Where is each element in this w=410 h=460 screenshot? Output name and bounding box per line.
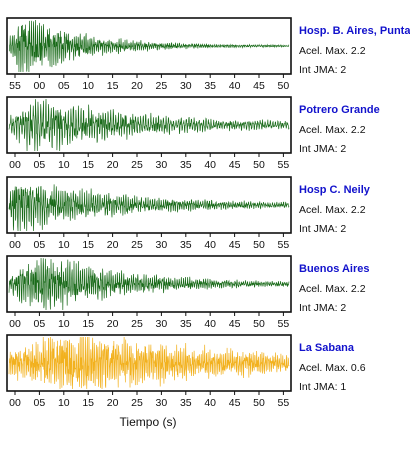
station-name: Hosp. B. Aires, Puntare	[299, 25, 410, 37]
x-tick-label: 20	[107, 159, 119, 171]
x-tick-label: 45	[229, 397, 241, 409]
panel-frame	[6, 255, 292, 313]
waveform-series	[8, 257, 290, 311]
x-tick-label: 10	[58, 159, 70, 171]
x-tick-label: 55	[278, 239, 290, 251]
panel-frame	[6, 334, 292, 392]
station-name: Potrero Grande	[299, 104, 380, 116]
x-tick-label: 40	[204, 318, 216, 330]
x-tick-label: 40	[204, 397, 216, 409]
x-tick-label: 15	[82, 239, 94, 251]
max-acceleration-label: Acel. Max. 2.2	[299, 283, 366, 295]
x-tick-label: 20	[107, 397, 119, 409]
max-acceleration-label: Acel. Max. 0.6	[299, 362, 366, 374]
x-tick-label: 40	[229, 80, 241, 92]
x-tick-label: 55	[278, 318, 290, 330]
x-tick-label: 50	[253, 159, 265, 171]
x-tick-label: 30	[156, 239, 168, 251]
jma-intensity-label: Int JMA: 2	[299, 302, 346, 314]
station-name: Buenos Aires	[299, 263, 370, 275]
x-tick-label: 30	[156, 318, 168, 330]
x-tick-label: 15	[107, 80, 119, 92]
x-tick-label: 05	[34, 239, 46, 251]
x-tick-label: 30	[156, 397, 168, 409]
station-name: La Sabana	[299, 342, 355, 354]
x-tick-label: 00	[34, 80, 46, 92]
x-tick-label: 20	[107, 318, 119, 330]
panel-4: 00 05 10 15 20 25 30 35 40 45 50 55 Buenos Aires Acel…	[6, 255, 370, 330]
x-tick-label: 15	[82, 318, 94, 330]
x-tick-label: 05	[58, 80, 70, 92]
x-tick-label: 25	[131, 318, 143, 330]
x-tick-label: 00	[9, 239, 21, 251]
x-tick-label: 10	[58, 318, 70, 330]
x-tick-label: 20	[131, 80, 143, 92]
x-tick-label: 30	[180, 80, 192, 92]
x-tick-label: 05	[34, 159, 46, 171]
x-tick-label: 35	[180, 318, 192, 330]
x-tick-label: 05	[34, 318, 46, 330]
x-tick-label: 00	[9, 318, 21, 330]
max-acceleration-label: Acel. Max. 2.2	[299, 124, 366, 136]
x-tick-label: 45	[229, 239, 241, 251]
x-tick-label: 25	[131, 239, 143, 251]
x-tick-label: 10	[58, 239, 70, 251]
x-tick-label: 35	[180, 159, 192, 171]
max-acceleration-label: Acel. Max. 2.2	[299, 45, 366, 57]
jma-intensity-label: Int JMA: 1	[299, 381, 346, 393]
panel-3: 00 05 10 15 20 25 30 35 40 45 50 55 Hosp C. Neily Ace…	[6, 176, 371, 251]
waveform-series	[8, 19, 290, 73]
panel-5: 00 05 10 15 20 25 30 35 40 45 50 55 La Sabana Acel. M…	[6, 334, 366, 409]
station-name: Hosp C. Neily	[299, 184, 371, 196]
panel-2: 00 05 10 15 20 25 30 35 40 45 50 55 Potrero Grande Ac…	[6, 96, 380, 171]
x-tick-label: 55	[278, 397, 290, 409]
x-tick-label: 55	[278, 159, 290, 171]
panel-frame	[6, 96, 292, 154]
x-tick-label: 25	[156, 80, 168, 92]
x-tick-label: 25	[131, 159, 143, 171]
x-axis-label: Tiempo (s)	[120, 415, 177, 429]
panel-frame	[6, 17, 292, 75]
x-tick-label: 35	[204, 80, 216, 92]
x-tick-label: 10	[82, 80, 94, 92]
max-acceleration-label: Acel. Max. 2.2	[299, 204, 366, 216]
x-tick-label: 40	[204, 159, 216, 171]
x-tick-label: 50	[253, 239, 265, 251]
panel-frame	[6, 176, 292, 234]
x-tick-label: 15	[82, 397, 94, 409]
x-tick-label: 45	[229, 318, 241, 330]
x-tick-label: 35	[180, 397, 192, 409]
x-tick-label: 50	[278, 80, 290, 92]
waveform-series	[8, 98, 290, 152]
x-tick-label: 15	[82, 159, 94, 171]
panel-1: 55 00 05 10 15 20 25 30 35 40 45 50 Hosp. B. Aires, …	[6, 17, 410, 92]
x-tick-label: 50	[253, 318, 265, 330]
x-tick-label: 45	[253, 80, 265, 92]
x-tick-label: 40	[204, 239, 216, 251]
waveform-series	[8, 184, 290, 232]
jma-intensity-label: Int JMA: 2	[299, 143, 346, 155]
jma-intensity-label: Int JMA: 2	[299, 64, 346, 76]
x-tick-label: 20	[107, 239, 119, 251]
x-tick-label: 00	[9, 159, 21, 171]
x-tick-label: 10	[58, 397, 70, 409]
x-tick-label: 05	[34, 397, 46, 409]
jma-intensity-label: Int JMA: 2	[299, 223, 346, 235]
x-tick-label: 55	[9, 80, 21, 92]
x-tick-label: 00	[9, 397, 21, 409]
waveform-series	[8, 336, 290, 390]
x-tick-label: 35	[180, 239, 192, 251]
x-tick-label: 30	[156, 159, 168, 171]
x-tick-label: 25	[131, 397, 143, 409]
x-tick-label: 45	[229, 159, 241, 171]
x-tick-label: 50	[253, 397, 265, 409]
